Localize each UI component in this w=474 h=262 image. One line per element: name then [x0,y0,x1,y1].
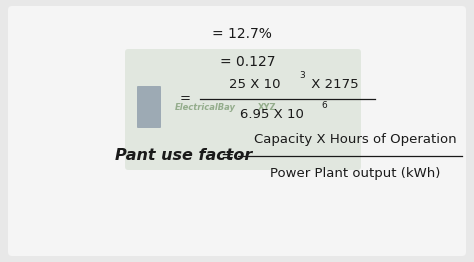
Text: 25 X 10: 25 X 10 [229,78,281,90]
Text: Power Plant output (kWh): Power Plant output (kWh) [270,167,440,181]
Text: Capacity X Hours of Operation: Capacity X Hours of Operation [254,134,456,146]
Text: Pant use factor: Pant use factor [115,149,252,163]
Text: ElectricalBay: ElectricalBay [175,102,236,112]
Text: =: = [180,92,191,106]
Text: XYZ: XYZ [258,102,277,112]
Text: 6.95 X 10: 6.95 X 10 [240,107,304,121]
Text: = 0.127: = 0.127 [220,55,276,69]
Text: X 2175: X 2175 [307,78,359,90]
FancyBboxPatch shape [137,86,161,128]
Text: 6: 6 [321,101,327,110]
Text: = 12.7%: = 12.7% [212,27,272,41]
Text: 3: 3 [299,72,305,80]
FancyBboxPatch shape [125,49,361,170]
Text: =: = [220,149,234,163]
FancyBboxPatch shape [8,6,466,256]
